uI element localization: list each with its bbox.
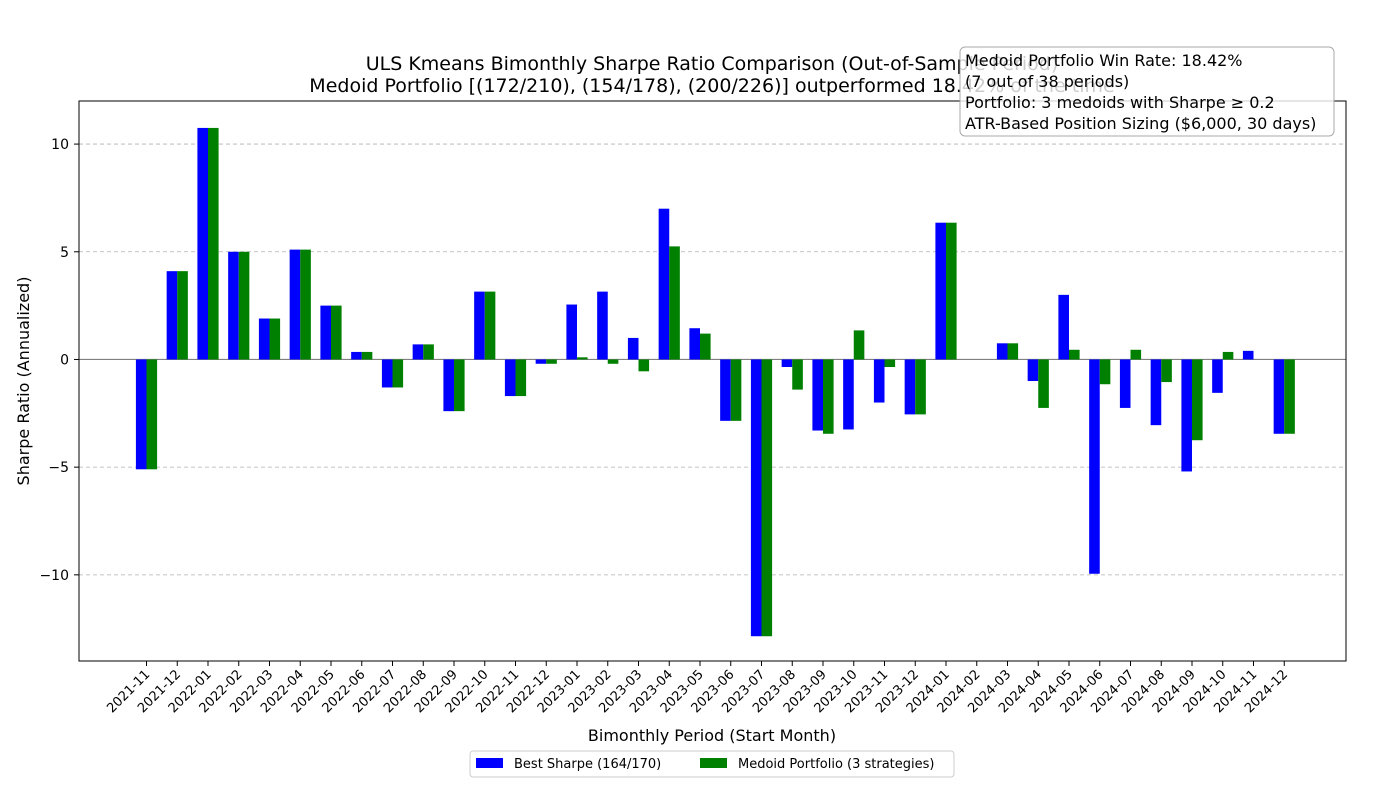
bar-best-sharpe	[996, 343, 1008, 360]
bar-best-sharpe	[1212, 359, 1223, 393]
bar-best-sharpe	[1242, 350, 1254, 360]
bar-medoid-portfolio	[269, 318, 281, 360]
bar-best-sharpe	[597, 291, 608, 360]
bar-best-sharpe	[873, 359, 885, 403]
legend-swatch-medoid-portfolio	[700, 758, 727, 768]
bar-medoid-portfolio	[1038, 359, 1049, 408]
bar-best-sharpe	[166, 271, 178, 360]
bar-best-sharpe	[1273, 359, 1285, 434]
bar-best-sharpe	[412, 344, 424, 360]
info-line-2: (7 out of 38 periods)	[965, 72, 1129, 91]
bar-best-sharpe	[443, 359, 454, 412]
bar-best-sharpe	[1027, 359, 1039, 381]
bar-medoid-portfolio	[300, 249, 311, 360]
bar-medoid-portfolio	[1069, 349, 1080, 360]
info-box-frame	[959, 46, 1335, 137]
bar-best-sharpe	[197, 127, 208, 360]
bar-best-sharpe	[1150, 359, 1162, 426]
bar-best-sharpe	[1089, 359, 1100, 574]
legend-swatch-best-sharpe	[476, 758, 503, 768]
bar-medoid-portfolio	[515, 359, 527, 397]
info-line-3: Portfolio: 3 medoids with Sharpe ≥ 0.2	[965, 93, 1275, 112]
y-tick-label: −10	[39, 568, 69, 584]
bar-medoid-portfolio	[577, 357, 588, 360]
bar-best-sharpe	[504, 359, 516, 397]
bar-medoid-portfolio	[823, 359, 834, 434]
bar-best-sharpe	[904, 359, 916, 415]
bar-best-sharpe	[1119, 359, 1131, 408]
bar-medoid-portfolio	[177, 271, 188, 360]
y-tick-label: 10	[51, 137, 69, 153]
bar-medoid-portfolio	[1130, 349, 1142, 360]
bar-medoid-portfolio	[1222, 351, 1234, 360]
bar-medoid-portfolio	[484, 291, 496, 360]
bar-best-sharpe	[627, 337, 639, 360]
bar-medoid-portfolio	[638, 359, 650, 372]
bar-best-sharpe	[566, 304, 577, 360]
bar-medoid-portfolio	[607, 359, 619, 364]
y-axis-ticks: −10 −5 0 5 10	[39, 137, 79, 584]
legend-label-best-sharpe: Best Sharpe (164/170)	[514, 757, 661, 772]
info-line-1: Medoid Portfolio Win Rate: 18.42%	[965, 51, 1243, 70]
bar-best-sharpe	[812, 359, 823, 431]
bar-medoid-portfolio	[884, 359, 896, 367]
x-axis-ticks: 2021-112021-122022-012022-022022-032022-…	[104, 661, 1291, 716]
bar-medoid-portfolio	[331, 305, 342, 360]
legend: Best Sharpe (164/170) Medoid Portfolio (…	[469, 750, 955, 778]
bar-best-sharpe	[381, 359, 393, 388]
bar-best-sharpe	[843, 359, 854, 430]
bar-best-sharpe	[935, 222, 946, 360]
bar-medoid-portfolio	[915, 359, 926, 415]
bar-best-sharpe	[689, 328, 700, 360]
bar-medoid-portfolio	[700, 333, 711, 360]
bars	[135, 127, 1295, 637]
bar-medoid-portfolio	[454, 359, 465, 412]
chart-subtitle: Medoid Portfolio [(172/210), (154/178), …	[309, 75, 1114, 97]
chart-title: ULS Kmeans Bimonthly Sharpe Ratio Compar…	[366, 53, 1059, 75]
bar-medoid-portfolio	[392, 359, 404, 388]
bar-best-sharpe	[1181, 359, 1192, 472]
bar-best-sharpe	[228, 251, 239, 360]
bar-medoid-portfolio	[946, 222, 957, 360]
bar-best-sharpe	[535, 359, 547, 364]
bar-medoid-portfolio	[853, 330, 865, 360]
bar-medoid-portfolio	[792, 359, 803, 390]
bar-medoid-portfolio	[730, 359, 742, 421]
bar-medoid-portfolio	[1161, 359, 1172, 383]
bar-medoid-portfolio	[1192, 359, 1203, 441]
bar-best-sharpe	[258, 318, 270, 360]
bar-medoid-portfolio	[761, 359, 773, 637]
bar-medoid-portfolio	[361, 351, 373, 360]
bar-best-sharpe	[351, 351, 362, 360]
legend-label-medoid-portfolio: Medoid Portfolio (3 strategies)	[738, 757, 935, 772]
plot-frame	[78, 100, 1347, 662]
bar-best-sharpe	[720, 359, 731, 421]
info-box: Medoid Portfolio Win Rate: 18.42% (7 out…	[959, 46, 1335, 137]
bar-medoid-portfolio	[546, 359, 557, 364]
y-tick-label: 0	[60, 352, 69, 368]
info-line-4: ATR-Based Position Sizing ($6,000, 30 da…	[965, 114, 1316, 133]
bar-best-sharpe	[320, 305, 331, 360]
bar-best-sharpe	[135, 359, 147, 470]
bar-medoid-portfolio	[669, 246, 680, 360]
bar-best-sharpe	[750, 359, 762, 637]
y-tick-label: 5	[60, 245, 69, 261]
bar-best-sharpe	[1058, 294, 1069, 360]
bar-medoid-portfolio	[423, 344, 434, 360]
bar-medoid-portfolio	[146, 359, 158, 470]
bar-best-sharpe	[781, 359, 793, 367]
bar-medoid-portfolio	[208, 127, 219, 360]
bar-medoid-portfolio	[238, 251, 250, 360]
bar-best-sharpe	[474, 291, 485, 360]
bar-best-sharpe	[658, 208, 670, 360]
bar-best-sharpe	[289, 249, 301, 360]
y-axis-label: Sharpe Ratio (Annualized)	[14, 277, 33, 486]
bar-medoid-portfolio	[1099, 359, 1111, 385]
bar-medoid-portfolio	[1007, 343, 1019, 360]
y-tick-label: −5	[48, 460, 69, 476]
x-axis-label: Bimonthly Period (Start Month)	[588, 726, 836, 745]
bar-medoid-portfolio	[1284, 359, 1295, 434]
